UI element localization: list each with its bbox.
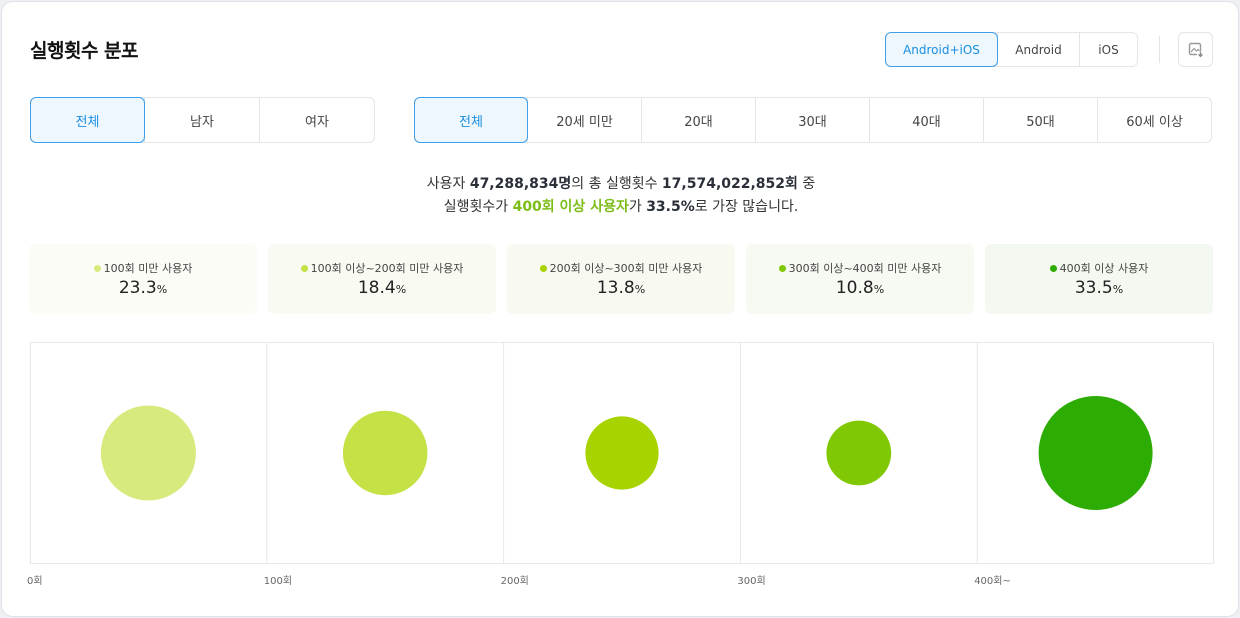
tab-age-20s[interactable]: 20대 [641,98,755,142]
top-percent: 33.5% [646,199,695,215]
legend-dot [1049,264,1057,272]
top-group: 400회 이상 사용자 [512,199,629,215]
download-image-icon [1188,42,1204,58]
legend-dot [778,264,786,272]
x-tick-label: 0회 [27,576,43,587]
tab-android[interactable]: Android [997,33,1079,66]
summary-line-2: 실행횟수가 400회 이상 사용자가 33.5%로 가장 많습니다. [443,199,799,215]
download-image-button[interactable] [1178,32,1213,67]
tab-age-all[interactable]: 전체 [414,97,528,143]
total-runs: 17,574,022,852회 [661,176,798,192]
tab-gender-all[interactable]: 전체 [30,97,145,143]
x-tick-label: 300회 [737,576,766,587]
tab-ios[interactable]: iOS [1079,33,1137,66]
total-users: 47,288,834명 [469,176,572,192]
stat-value: 10.8 [835,278,874,298]
tab-age-under-20[interactable]: 20세 미만 [527,98,641,142]
stat-card-under-100: 100회 미만 사용자 23.3% [29,244,257,314]
tab-age-30s[interactable]: 30대 [755,98,869,142]
summary-line-1: 사용자 47,288,834명의 총 실행횟수 17,574,022,852회 … [426,176,816,192]
stat-value: 23.3 [118,278,157,298]
tab-gender-male[interactable]: 남자 [144,98,259,142]
x-tick-label: 100회 [263,576,293,587]
bubble-2[interactable] [585,416,659,490]
gender-filter: 전체 남자 여자 [30,97,375,143]
tab-age-40s[interactable]: 40대 [869,98,983,142]
bubble-4[interactable] [1038,396,1153,510]
page-title: 실행횟수 분포 [30,40,139,62]
divider [1159,36,1160,63]
stat-value: 33.5 [1074,278,1113,298]
legend-dot [93,264,101,272]
stat-card-400-plus: 400회 이상 사용자 33.5% [985,244,1213,314]
stat-value: 18.4 [357,278,396,298]
stat-value: 13.8 [596,278,635,298]
bubble-0[interactable] [100,405,196,501]
tab-age-60-plus[interactable]: 60세 이상 [1097,98,1211,142]
bubble-1[interactable] [342,410,428,496]
bubble-chart: 0회 100회 200회 300회 400회~ [27,342,1214,587]
platform-filter: Android+iOS Android iOS [885,32,1138,67]
stat-card-200-300: 200회 이상~300회 미만 사용자 13.8% [507,244,735,314]
x-tick-label: 200회 [500,576,529,587]
x-tick-label: 400회~ [974,576,1011,587]
stat-card-100-200: 100회 이상~200회 미만 사용자 18.4% [268,244,496,314]
tab-age-50s[interactable]: 50대 [983,98,1097,142]
legend-dot [539,264,547,272]
stat-card-300-400: 300회 이상~400회 미만 사용자 10.8% [746,244,974,314]
legend-dot [300,264,308,272]
bubble-3[interactable] [826,420,892,486]
tab-android-ios[interactable]: Android+iOS [885,32,998,67]
age-filter: 전체 20세 미만 20대 30대 40대 50대 60세 이상 [414,97,1212,143]
bubble-chart-svg [30,342,1214,564]
tab-gender-female[interactable]: 여자 [259,98,374,142]
chart-frame [30,342,1214,564]
